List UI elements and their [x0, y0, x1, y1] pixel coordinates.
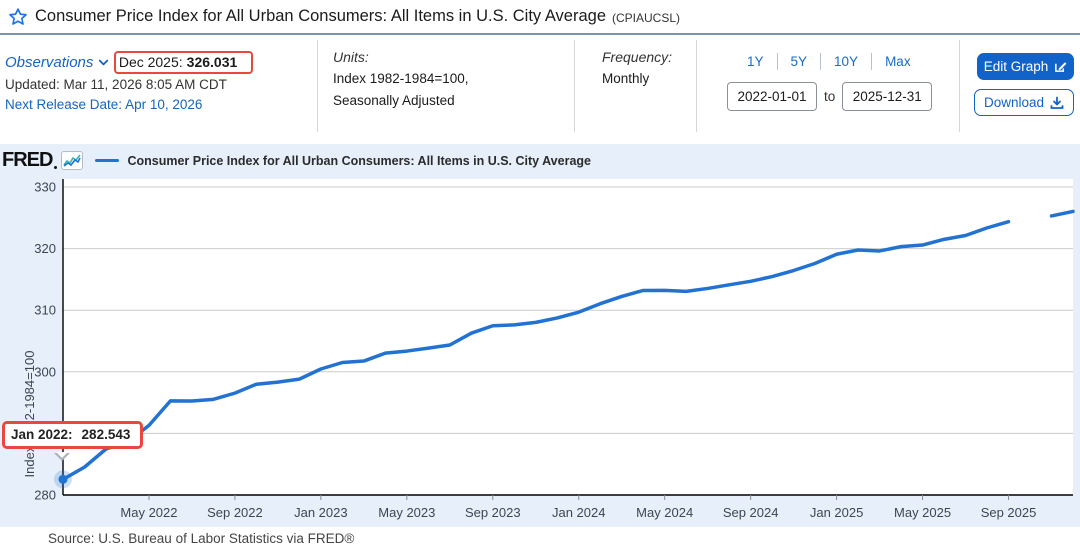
fred-logo-dot	[54, 166, 58, 169]
updated-text: Updated: Mar 11, 2026 8:05 AM CDT	[5, 77, 227, 92]
current-observation-value: 326.031	[186, 54, 238, 70]
download-label: Download	[983, 95, 1045, 110]
edit-graph-button[interactable]: Edit Graph	[977, 53, 1074, 80]
series-id: (CPIAUCSL)	[612, 10, 681, 25]
range-max-link[interactable]: Max	[885, 54, 911, 69]
svg-text:Jan 2023: Jan 2023	[294, 505, 348, 520]
source-text: Source: U.S. Bureau of Labor Statistics …	[48, 531, 355, 546]
info-bar: Observations Dec 2025: 326.031 Updated: M…	[0, 35, 1080, 144]
current-observation-date: Dec 2025:	[118, 54, 183, 70]
actions-panel: Edit Graph Download	[960, 40, 1080, 132]
fred-logo[interactable]: FRED	[2, 149, 53, 171]
start-date-input[interactable]	[727, 82, 817, 111]
svg-text:Sep 2025: Sep 2025	[981, 505, 1037, 520]
download-icon	[1050, 96, 1064, 109]
range-10y-link[interactable]: 10Y	[834, 54, 859, 69]
next-release-link[interactable]: Next Release Date: Apr 10, 2026	[5, 97, 203, 112]
legend-label: Consumer Price Index for All Urban Consu…	[127, 153, 591, 168]
svg-text:320: 320	[34, 241, 56, 256]
sparkline-icon	[61, 151, 84, 170]
svg-text:310: 310	[34, 303, 56, 318]
observations-dropdown[interactable]: Observations	[5, 54, 110, 71]
tooltip-caret-inner	[56, 452, 68, 458]
frequency-panel: Frequency: Monthly	[575, 40, 697, 132]
page-title: Consumer Price Index for All Urban Consu…	[35, 7, 607, 25]
units-value-line1: Index 1982-1984=100,	[333, 71, 469, 86]
range-shortcuts: 1Y 5Y 10Y Max	[745, 53, 959, 70]
date-range-inputs: to	[727, 82, 959, 111]
range-1y-link[interactable]: 1Y	[747, 54, 764, 69]
svg-text:280: 280	[34, 488, 56, 503]
range-separator	[871, 53, 873, 70]
units-value-line2: Seasonally Adjusted	[333, 93, 455, 108]
range-separator	[776, 53, 778, 70]
page-header: Consumer Price Index for All Urban Consu…	[0, 0, 1080, 33]
legend-line-swatch	[95, 159, 120, 162]
header-divider	[0, 33, 1080, 35]
svg-text:May 2022: May 2022	[120, 505, 177, 520]
svg-text:May 2023: May 2023	[378, 505, 435, 520]
date-range-panel: 1Y 5Y 10Y Max to	[697, 40, 960, 132]
y-axis-title: Index 1982-1984=100	[22, 350, 37, 478]
units-label: Units:	[333, 49, 369, 65]
edit-graph-label: Edit Graph	[983, 59, 1049, 74]
tooltip-date: Jan 2022:	[11, 427, 73, 442]
download-button[interactable]: Download	[974, 89, 1074, 116]
observations-panel: Observations Dec 2025: 326.031 Updated: M…	[0, 40, 318, 132]
data-tooltip: Jan 2022: 282.543	[2, 421, 144, 449]
frequency-value: Monthly	[602, 71, 650, 86]
tooltip-value: 282.543	[81, 427, 131, 442]
observations-label: Observations	[5, 54, 94, 71]
svg-text:Sep 2022: Sep 2022	[207, 505, 263, 520]
chart-section: FRED Consumer Price Index for All Urban …	[0, 144, 1080, 527]
chart-header: FRED Consumer Price Index for All Urban …	[2, 149, 591, 172]
svg-text:300: 300	[34, 364, 56, 379]
date-to-label: to	[824, 89, 836, 104]
units-panel: Units: Index 1982-1984=100, Seasonally A…	[318, 40, 575, 132]
svg-text:Jan 2024: Jan 2024	[552, 505, 606, 520]
range-separator	[820, 53, 822, 70]
svg-text:Sep 2024: Sep 2024	[723, 505, 779, 520]
svg-text:Jan 2025: Jan 2025	[810, 505, 864, 520]
svg-text:Sep 2023: Sep 2023	[465, 505, 521, 520]
svg-text:May 2025: May 2025	[894, 505, 951, 520]
svg-text:May 2024: May 2024	[636, 505, 693, 520]
end-date-input[interactable]	[842, 82, 933, 111]
current-observation-highlight: Dec 2025: 326.031	[113, 51, 254, 74]
favorite-star-icon[interactable]	[8, 7, 28, 27]
range-5y-link[interactable]: 5Y	[790, 54, 808, 69]
svg-text:330: 330	[34, 180, 56, 195]
frequency-label: Frequency:	[602, 49, 673, 65]
edit-icon	[1055, 62, 1067, 72]
source-row: Source: U.S. Bureau of Labor Statistics …	[0, 527, 1080, 550]
chevron-down-icon	[99, 59, 109, 66]
